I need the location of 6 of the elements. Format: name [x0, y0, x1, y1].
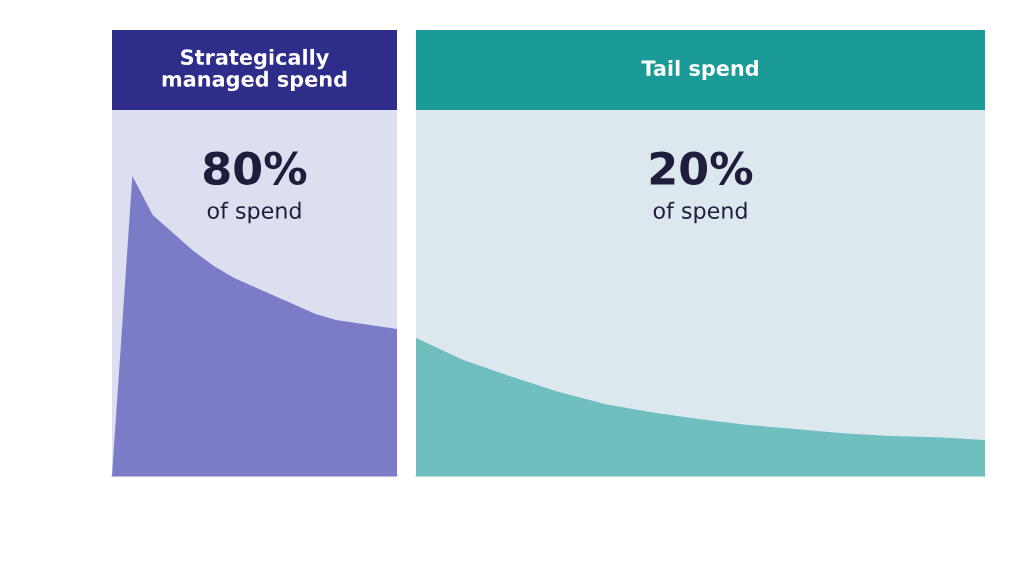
chart-title: Strategically managed spend [162, 48, 347, 92]
text: of spend [653, 201, 747, 224]
chart-title: Tail spend [641, 59, 758, 81]
annotation: 80% [204, 151, 307, 186]
annotation: of spend [207, 201, 301, 224]
text: 20% [650, 151, 753, 186]
